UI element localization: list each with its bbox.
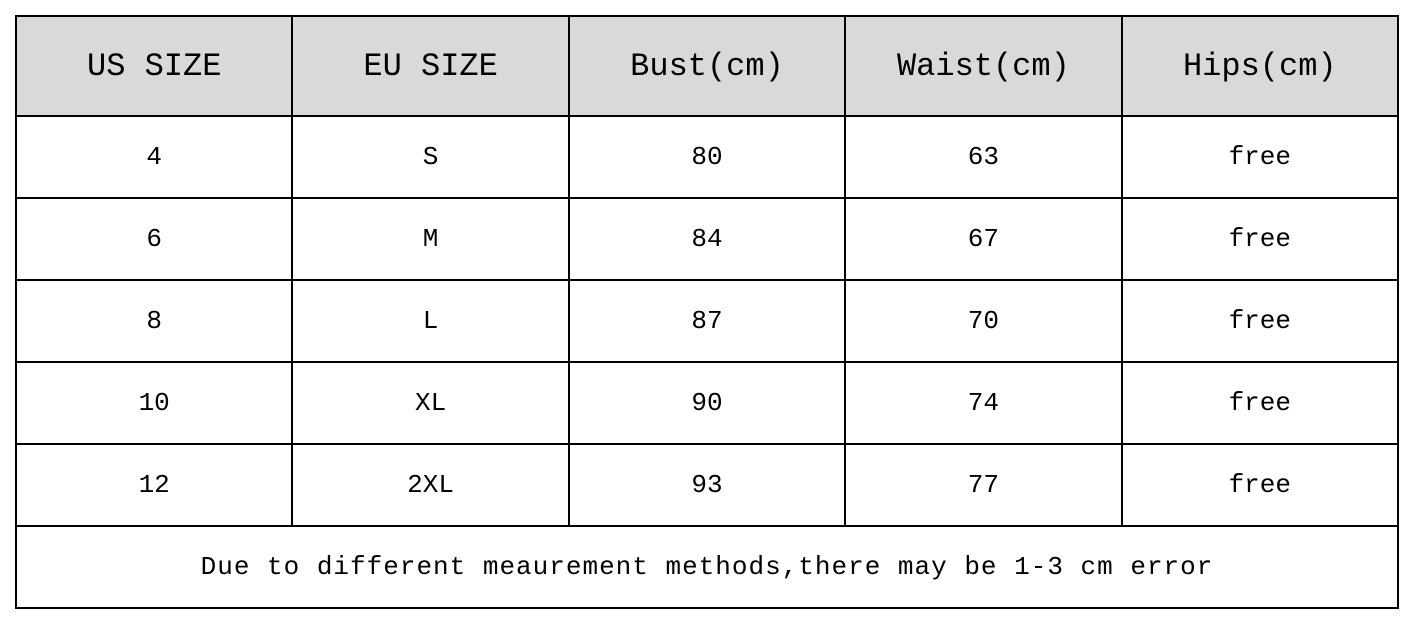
cell-us-size: 10 bbox=[16, 362, 292, 444]
column-header-eu-size: EU SIZE bbox=[292, 16, 568, 116]
cell-waist: 77 bbox=[845, 444, 1121, 526]
table-footer-row: Due to different meaurement methods,ther… bbox=[16, 526, 1398, 608]
size-chart-table: US SIZE EU SIZE Bust(cm) Waist(cm) Hips(… bbox=[15, 15, 1399, 609]
table-row: 8 L 87 70 free bbox=[16, 280, 1398, 362]
column-header-us-size: US SIZE bbox=[16, 16, 292, 116]
cell-eu-size: 2XL bbox=[292, 444, 568, 526]
cell-waist: 70 bbox=[845, 280, 1121, 362]
cell-eu-size: XL bbox=[292, 362, 568, 444]
table-row: 4 S 80 63 free bbox=[16, 116, 1398, 198]
cell-bust: 93 bbox=[569, 444, 845, 526]
cell-eu-size: M bbox=[292, 198, 568, 280]
cell-bust: 80 bbox=[569, 116, 845, 198]
table-row: 6 M 84 67 free bbox=[16, 198, 1398, 280]
table-header-row: US SIZE EU SIZE Bust(cm) Waist(cm) Hips(… bbox=[16, 16, 1398, 116]
column-header-bust: Bust(cm) bbox=[569, 16, 845, 116]
footer-note: Due to different meaurement methods,ther… bbox=[16, 526, 1398, 608]
column-header-hips: Hips(cm) bbox=[1122, 16, 1398, 116]
cell-us-size: 4 bbox=[16, 116, 292, 198]
cell-eu-size: S bbox=[292, 116, 568, 198]
cell-hips: free bbox=[1122, 444, 1398, 526]
table-row: 12 2XL 93 77 free bbox=[16, 444, 1398, 526]
cell-waist: 67 bbox=[845, 198, 1121, 280]
cell-waist: 74 bbox=[845, 362, 1121, 444]
cell-bust: 90 bbox=[569, 362, 845, 444]
cell-us-size: 6 bbox=[16, 198, 292, 280]
cell-us-size: 8 bbox=[16, 280, 292, 362]
cell-us-size: 12 bbox=[16, 444, 292, 526]
cell-bust: 87 bbox=[569, 280, 845, 362]
table-row: 10 XL 90 74 free bbox=[16, 362, 1398, 444]
cell-waist: 63 bbox=[845, 116, 1121, 198]
column-header-waist: Waist(cm) bbox=[845, 16, 1121, 116]
cell-eu-size: L bbox=[292, 280, 568, 362]
cell-hips: free bbox=[1122, 116, 1398, 198]
cell-hips: free bbox=[1122, 198, 1398, 280]
cell-hips: free bbox=[1122, 280, 1398, 362]
cell-hips: free bbox=[1122, 362, 1398, 444]
cell-bust: 84 bbox=[569, 198, 845, 280]
